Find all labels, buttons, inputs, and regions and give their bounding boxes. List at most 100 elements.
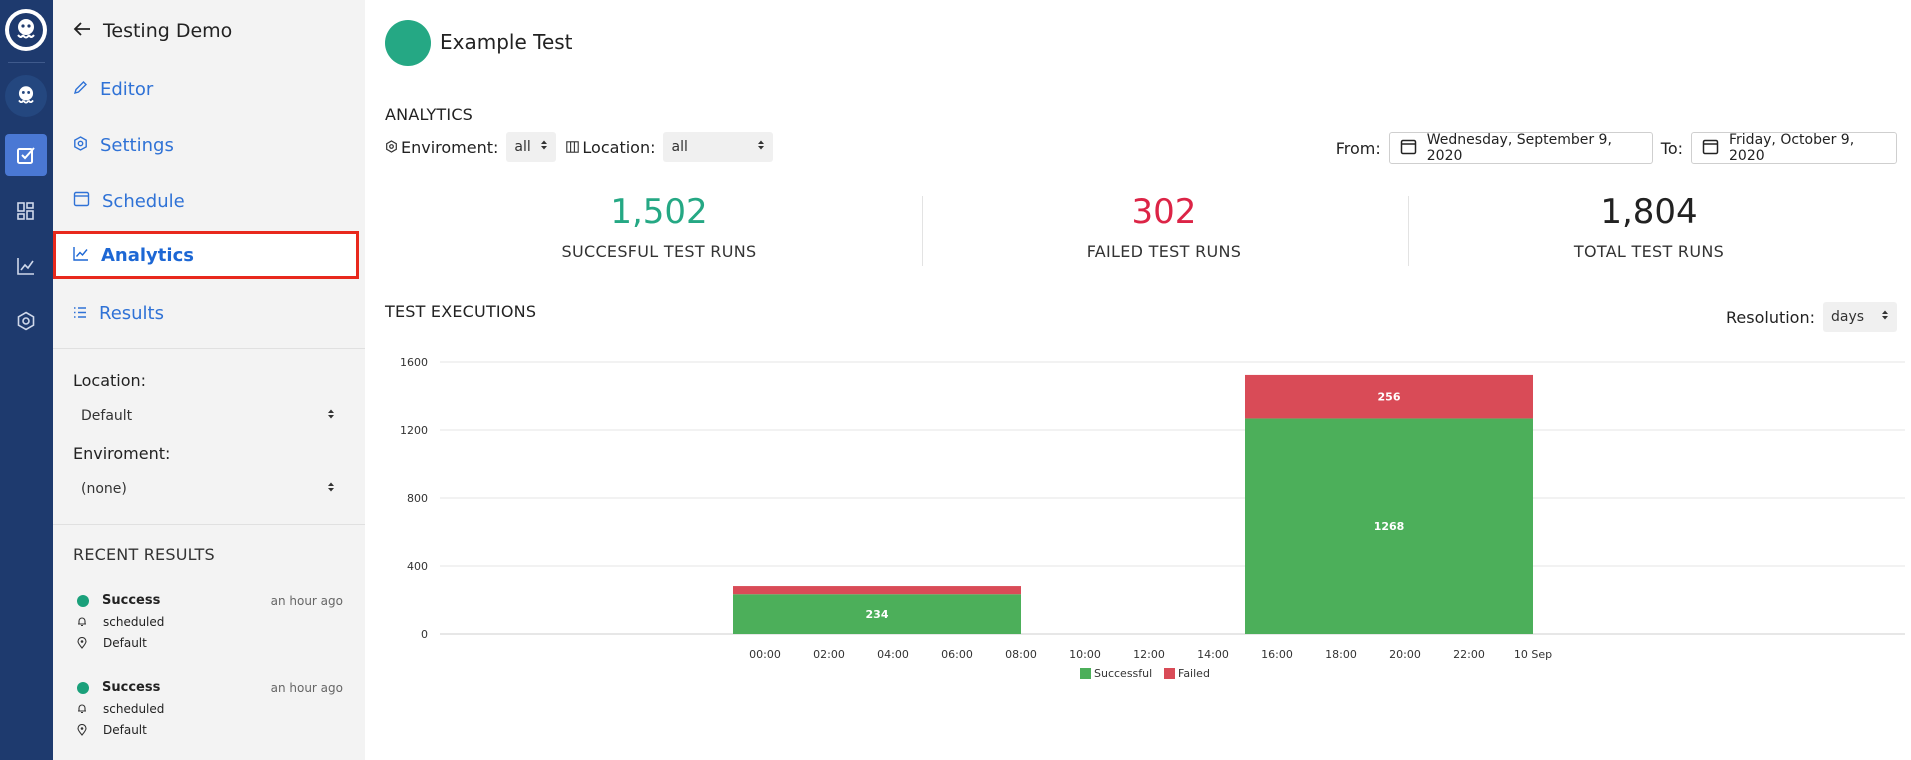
sidebar-divider <box>53 524 365 525</box>
location-filter-select[interactable]: all <box>663 132 774 162</box>
user-avatar[interactable] <box>5 75 47 117</box>
project-title: Testing Demo <box>103 20 233 42</box>
total-runs-stat: 1,804 TOTAL TEST RUNS <box>1449 190 1849 261</box>
x-tick-label: 06:00 <box>941 648 973 661</box>
location-pin-icon <box>77 636 87 649</box>
x-tick-label: 08:00 <box>1005 648 1037 661</box>
recent-results-title: RECENT RESULTS <box>73 545 215 564</box>
environment-select[interactable]: (none) <box>73 472 343 506</box>
nav-settings[interactable]: Settings <box>73 123 174 167</box>
failed-runs-label: FAILED TEST RUNS <box>1086 242 1242 261</box>
result-location: Default <box>103 635 147 650</box>
location-select-value: Default <box>81 408 133 424</box>
environment-filter-select[interactable]: all <box>506 132 557 162</box>
location-select[interactable]: Default <box>73 399 343 433</box>
bell-icon <box>77 616 87 627</box>
rail-divider <box>8 62 45 63</box>
location-filter-value: all <box>671 139 688 155</box>
x-tick-label: 14:00 <box>1197 648 1229 661</box>
bell-icon <box>77 703 87 714</box>
settings-nav-icon[interactable] <box>5 300 47 342</box>
environment-gear-icon <box>385 138 398 157</box>
environment-filter-value: all <box>514 139 531 155</box>
successful-runs-value: 1,502 <box>610 192 708 232</box>
environment-filter-label: Enviroment: <box>401 137 499 157</box>
select-caret-icon <box>757 139 765 155</box>
nav-schedule[interactable]: Schedule <box>73 179 185 223</box>
select-caret-icon <box>327 481 335 497</box>
legend-label: Failed <box>1178 667 1210 680</box>
calendar-icon <box>1702 138 1719 159</box>
app-rail <box>0 0 53 760</box>
resolution-select[interactable]: days <box>1823 302 1897 332</box>
to-date-picker[interactable]: Friday, October 9, 2020 <box>1691 132 1897 164</box>
analytics-section-title: ANALYTICS <box>385 105 474 124</box>
main-content: Example Test ANALYTICS Enviroment: all L… <box>365 0 1911 760</box>
sidebar: Testing Demo Editor Settings Schedule An… <box>53 0 365 760</box>
settings-icon <box>73 135 88 156</box>
from-date-picker[interactable]: Wednesday, September 9, 2020 <box>1388 132 1653 164</box>
to-label: To: <box>1660 138 1683 158</box>
select-caret-icon <box>327 408 335 424</box>
legend-swatch <box>1080 668 1091 679</box>
x-tick-label: 04:00 <box>877 648 909 661</box>
location-columns-icon <box>566 138 580 157</box>
result-status: Success <box>102 593 161 608</box>
sidebar-divider <box>53 348 365 349</box>
filter-row: Enviroment: all Location: all <box>385 132 774 162</box>
location-filter-label: Location: <box>582 137 656 157</box>
bar-failed-label: 256 <box>1378 391 1401 404</box>
tests-nav-icon[interactable] <box>5 134 47 176</box>
y-tick-label: 0 <box>421 628 428 641</box>
success-status-dot <box>77 594 89 607</box>
x-tick-label: 20:00 <box>1389 648 1421 661</box>
calendar-icon <box>73 190 90 212</box>
result-trigger: scheduled <box>103 701 165 716</box>
failed-runs-value: 302 <box>1131 192 1197 232</box>
dashboard-nav-icon[interactable] <box>5 190 47 232</box>
nav-editor[interactable]: Editor <box>73 67 153 111</box>
bar-failed <box>1245 374 1533 419</box>
location-pin-icon <box>77 723 87 736</box>
x-tick-label: 12:00 <box>1133 648 1165 661</box>
date-range: From: Wednesday, September 9, 2020 To: F… <box>1336 132 1897 164</box>
x-tick-label: 02:00 <box>813 648 845 661</box>
y-tick-label: 400 <box>407 560 428 573</box>
x-tick-label: 16:00 <box>1261 648 1293 661</box>
legend-label: Successful <box>1094 667 1152 680</box>
executions-section-title: TEST EXECUTIONS <box>385 302 537 321</box>
nav-analytics-label: Analytics <box>101 244 194 266</box>
x-tick-label: 18:00 <box>1325 648 1357 661</box>
y-tick-label: 800 <box>407 492 428 505</box>
environment-label: Enviroment: <box>73 444 171 463</box>
bar-successful-label: 234 <box>866 608 889 621</box>
recent-result-item[interactable]: Success an hour ago scheduled Default <box>73 590 343 653</box>
successful-runs-stat: 1,502 SUCCESFUL TEST RUNS <box>459 190 859 261</box>
result-time: an hour ago <box>270 680 343 695</box>
location-label: Location: <box>73 371 147 390</box>
back-arrow-icon[interactable] <box>73 21 91 41</box>
resolution-label: Resolution: <box>1726 307 1815 327</box>
resolution-control: Resolution: days <box>1726 302 1897 332</box>
list-icon <box>73 303 87 324</box>
nav-schedule-label: Schedule <box>102 190 185 212</box>
select-caret-icon <box>1881 309 1889 325</box>
bar-successful-label: 1268 <box>1374 520 1405 533</box>
nav-results[interactable]: Results <box>73 291 164 335</box>
recent-result-item[interactable]: Success an hour ago scheduled Default <box>73 677 343 740</box>
nav-settings-label: Settings <box>100 134 174 156</box>
nav-analytics[interactable]: Analytics <box>53 231 359 279</box>
x-tick-label: 10 Sep <box>1514 648 1552 661</box>
select-caret-icon <box>540 139 548 155</box>
legend-swatch <box>1164 668 1175 679</box>
test-executions-chart: 0 400 800 1200 1600 00:00 02:00 04:00 06:00 08:00… <box>400 356 1905 680</box>
logo-icon[interactable] <box>5 9 47 51</box>
x-tick-label: 00:00 <box>749 648 781 661</box>
analytics-nav-icon[interactable] <box>5 245 47 287</box>
to-date-value: Friday, October 9, 2020 <box>1729 132 1855 164</box>
test-avatar <box>385 20 431 66</box>
result-trigger: scheduled <box>103 614 165 629</box>
stat-divider <box>922 196 923 266</box>
successful-runs-label: SUCCESFUL TEST RUNS <box>561 242 757 261</box>
pencil-icon <box>73 79 88 100</box>
